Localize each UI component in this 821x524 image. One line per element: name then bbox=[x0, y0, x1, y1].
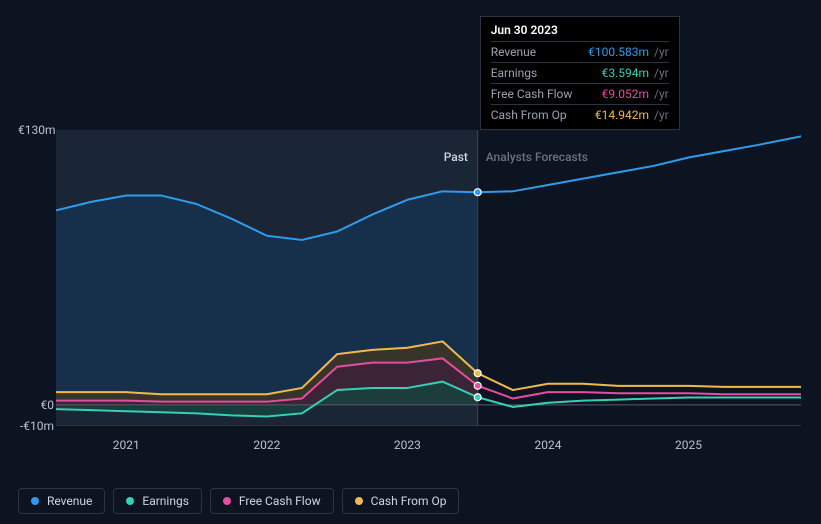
legend-item[interactable]: Earnings bbox=[113, 488, 202, 514]
legend-item[interactable]: Cash From Op bbox=[342, 488, 460, 514]
tooltip-metric-value: €9.052m bbox=[602, 87, 649, 101]
tooltip-row: Revenue €100.583m /yr bbox=[491, 41, 669, 62]
y-axis-tick: -€10m bbox=[18, 419, 54, 433]
tooltip-metric-label: Free Cash Flow bbox=[491, 87, 573, 101]
tooltip-metric-unit: /yr bbox=[651, 108, 669, 122]
legend-color-dot bbox=[223, 497, 231, 505]
legend-color-dot bbox=[126, 497, 134, 505]
legend-label: Earnings bbox=[142, 494, 189, 508]
tooltip-metric-unit: /yr bbox=[651, 87, 669, 101]
tooltip-metric-label: Cash From Op bbox=[491, 108, 567, 122]
x-axis-tick: 2023 bbox=[394, 438, 421, 452]
tooltip-metric-value: €100.583m bbox=[588, 45, 649, 59]
past-section-label: Past bbox=[444, 150, 468, 164]
y-axis-tick: €0 bbox=[18, 398, 54, 412]
tooltip-metric-unit: /yr bbox=[651, 66, 669, 80]
chart-tooltip: Jun 30 2023 Revenue€100.583m /yrEarnings… bbox=[480, 16, 680, 130]
y-axis-tick: €130m bbox=[18, 123, 54, 137]
tooltip-metric-label: Earnings bbox=[491, 66, 538, 80]
tooltip-row: Earnings €3.594m /yr bbox=[491, 62, 669, 83]
tooltip-metric-unit: /yr bbox=[651, 45, 669, 59]
tooltip-row: Free Cash Flow €9.052m /yr bbox=[491, 83, 669, 104]
financials-chart: €130m €0 -€10m 2021 2022 2023 2024 2025 Past A… bbox=[18, 0, 803, 480]
x-axis-tick: 2025 bbox=[675, 438, 702, 452]
chart-svg bbox=[56, 130, 801, 426]
x-axis-tick: 2022 bbox=[253, 438, 280, 452]
legend-label: Free Cash Flow bbox=[239, 494, 321, 508]
tooltip-row: Cash From Op €14.942m /yr bbox=[491, 104, 669, 125]
tooltip-metric-value: €14.942m bbox=[595, 108, 649, 122]
legend-label: Cash From Op bbox=[371, 494, 447, 508]
x-axis-tick: 2021 bbox=[113, 438, 140, 452]
x-axis-tick: 2024 bbox=[534, 438, 561, 452]
legend-item[interactable]: Free Cash Flow bbox=[210, 488, 334, 514]
chart-plot-area bbox=[56, 130, 801, 426]
legend-color-dot bbox=[31, 497, 39, 505]
chart-legend: Revenue Earnings Free Cash Flow Cash From O… bbox=[18, 488, 459, 514]
legend-color-dot bbox=[355, 497, 363, 505]
tooltip-metric-value: €3.594m bbox=[602, 66, 649, 80]
tooltip-title: Jun 30 2023 bbox=[491, 23, 669, 41]
legend-item[interactable]: Revenue bbox=[18, 488, 105, 514]
legend-label: Revenue bbox=[47, 494, 92, 508]
tooltip-metric-label: Revenue bbox=[491, 45, 536, 59]
forecast-section-label: Analysts Forecasts bbox=[486, 150, 588, 164]
